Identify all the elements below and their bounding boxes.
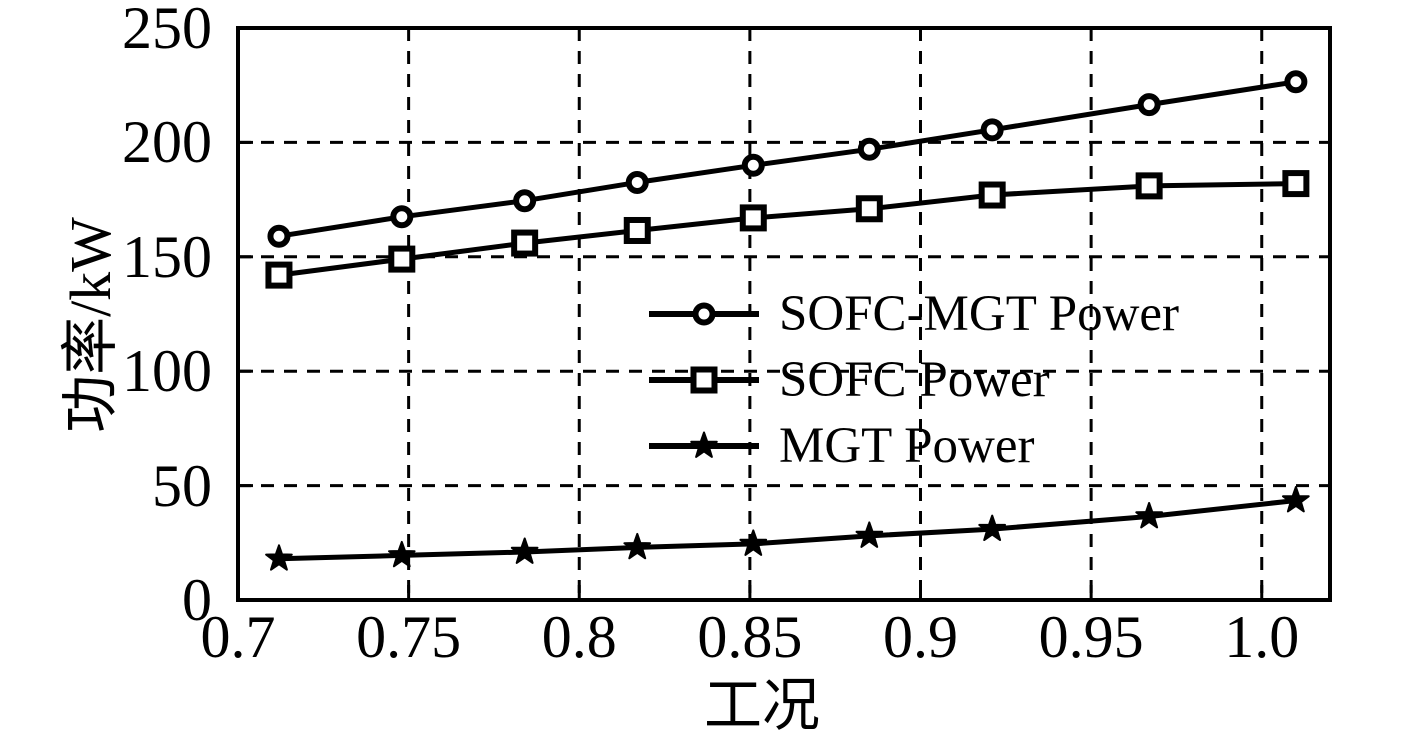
star-marker-icon: [510, 537, 539, 564]
circle-marker-icon: [513, 189, 537, 213]
x-tick-label: 0.85: [697, 604, 803, 670]
square-marker-icon: [511, 229, 539, 257]
star-marker-icon: [388, 540, 416, 568]
y-tick-label: 250: [122, 0, 212, 61]
legend-item-mgt: MGT Power: [645, 413, 1179, 479]
square-marker-icon: [623, 216, 651, 244]
star-marker-icon: [623, 532, 652, 560]
circle-marker-icon: [857, 137, 881, 161]
x-tick-label: 0.75: [356, 604, 462, 670]
legend-line-circle-marker-icon: [649, 302, 759, 326]
square-marker-icon: [690, 366, 718, 394]
star-marker-icon: [978, 514, 1006, 541]
circle-marker-icon: [980, 118, 1004, 142]
square-marker-icon: [1282, 170, 1310, 198]
circle-marker-icon: [267, 224, 291, 248]
legend-label: SOFC-MGT Power: [779, 285, 1180, 342]
square-marker-icon: [978, 181, 1006, 209]
x-tick-label: 0.8: [541, 604, 617, 670]
circle-marker-icon: [625, 170, 649, 194]
y-tick-label: 200: [122, 109, 212, 176]
legend-item-sofc: SOFC Power: [645, 347, 1179, 413]
x-axis-title: 工况: [703, 673, 821, 738]
x-tick-label: 0.95: [1038, 604, 1144, 670]
legend: SOFC-MGT Power SOFC Power MGT Power: [645, 281, 1179, 479]
legend-item-sofc-mgt: SOFC-MGT Power: [645, 281, 1179, 347]
star-marker-icon: [1135, 502, 1163, 529]
y-tick-label: 150: [122, 223, 212, 290]
square-marker-icon: [739, 204, 767, 232]
legend-label: SOFC Power: [779, 351, 1050, 408]
square-marker-icon: [265, 261, 293, 289]
plot-frame: [236, 26, 1332, 602]
circle-marker-icon: [741, 153, 765, 177]
y-tick-label: 0: [182, 567, 212, 633]
x-tick-label: 0.7: [200, 604, 276, 670]
star-marker-icon: [265, 544, 293, 571]
circle-marker-icon: [1284, 70, 1308, 94]
x-tick-label: 0.9: [883, 604, 958, 670]
circle-marker-icon: [692, 302, 716, 326]
square-marker-icon: [855, 195, 883, 223]
circle-marker-icon: [390, 205, 414, 229]
y-tick-label: 50: [152, 452, 212, 519]
square-marker-icon: [388, 245, 416, 273]
star-marker-icon: [855, 521, 884, 548]
circle-marker-icon: [1137, 93, 1161, 117]
star-marker-icon: [690, 431, 718, 458]
y-tick-label: 100: [122, 338, 212, 405]
legend-line-square-marker-icon: [649, 366, 759, 394]
legend-label: MGT Power: [779, 417, 1035, 474]
series-line-3: [278, 498, 1297, 562]
legend-line-star-marker-icon: [649, 431, 759, 458]
star-marker-icon: [739, 529, 768, 556]
x-tick-label: 1.0: [1224, 604, 1300, 670]
square-marker-icon: [1135, 172, 1163, 200]
star-marker-icon: [1282, 486, 1310, 513]
